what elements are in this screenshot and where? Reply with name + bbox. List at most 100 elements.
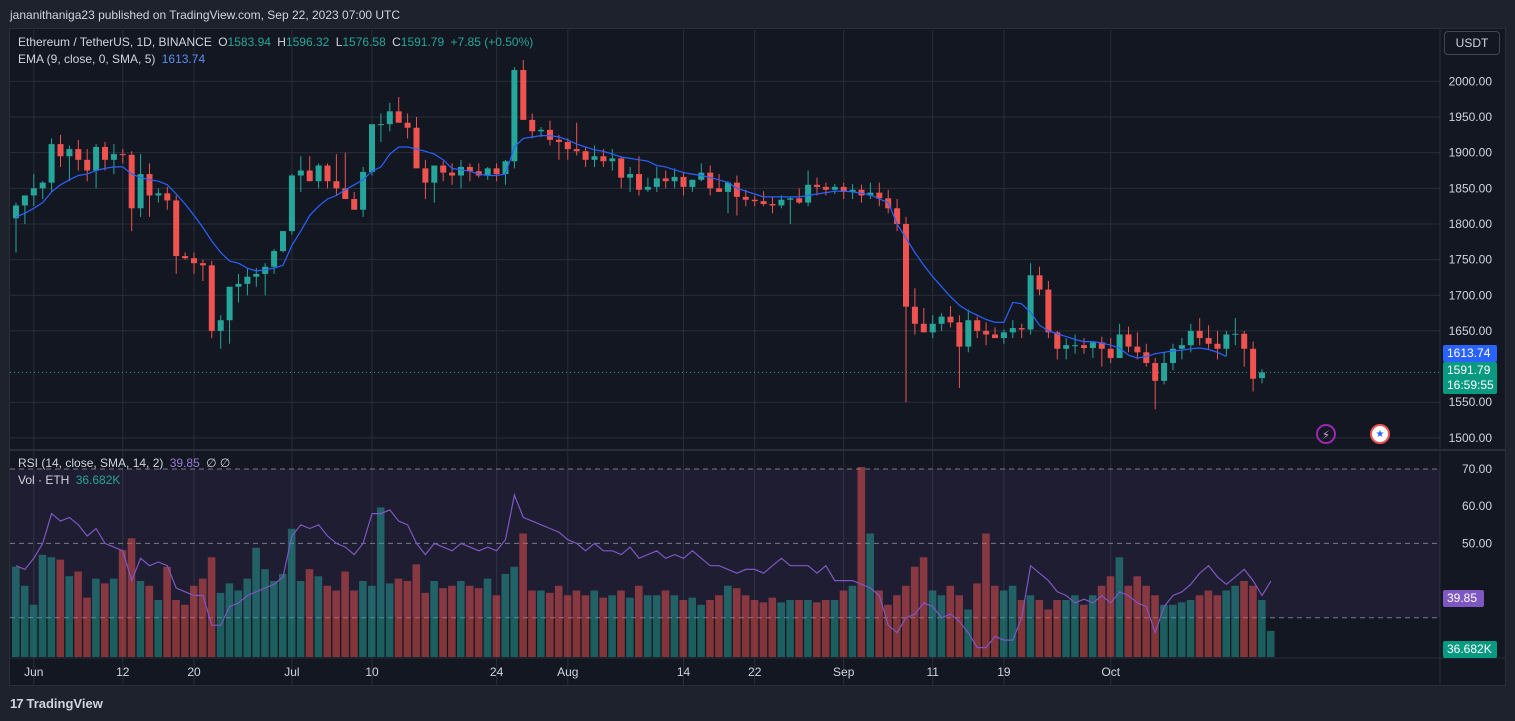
volume-bar xyxy=(652,595,661,657)
rsi-label[interactable]: RSI (14, close, SMA, 14, 2) xyxy=(18,456,164,470)
volume-bar xyxy=(759,602,768,657)
volume-bar xyxy=(287,528,296,657)
volume-bar xyxy=(546,592,554,657)
candle-body xyxy=(458,166,464,176)
candle-body xyxy=(778,199,785,206)
footer: 17 TradingView xyxy=(10,696,103,711)
vol-legend: Vol · ETH 36.682K xyxy=(18,473,123,487)
candle-body xyxy=(1009,328,1016,333)
candle-body xyxy=(742,196,749,200)
candle-body xyxy=(618,158,625,178)
close-value: 1591.79 xyxy=(400,35,445,49)
volume-bar xyxy=(252,547,260,657)
candle-body xyxy=(1063,345,1070,349)
candle-body xyxy=(822,186,829,190)
volume-bar xyxy=(635,585,643,657)
volume-bar xyxy=(501,573,510,657)
candle-body xyxy=(840,186,847,192)
flash-icon[interactable]: ⚡ xyxy=(1316,424,1336,444)
currency-button[interactable]: USDT xyxy=(1444,31,1500,55)
volume-bar xyxy=(955,595,963,657)
volume-bar xyxy=(403,581,412,657)
candle-body xyxy=(796,198,803,203)
volume-bar xyxy=(857,467,866,657)
candle-body xyxy=(119,154,126,156)
candle-body xyxy=(1205,338,1212,344)
x-tick-label: Jun xyxy=(24,665,43,679)
vol-label[interactable]: Vol · ETH xyxy=(18,473,70,487)
volume-bar xyxy=(127,538,136,657)
candle-body xyxy=(315,165,322,182)
candle-body xyxy=(1161,363,1168,381)
ema-price-tag: 1613.74 xyxy=(1443,345,1497,362)
candle-body xyxy=(262,266,269,274)
candle-body xyxy=(511,69,518,162)
candle-body xyxy=(21,195,28,206)
candle-body xyxy=(386,111,393,125)
candle-body xyxy=(1187,330,1194,346)
y-tick-label: 1750.00 xyxy=(1449,253,1493,267)
brand-name[interactable]: TradingView xyxy=(26,696,103,711)
low-label: L xyxy=(335,35,343,49)
tradingview-logo-icon[interactable]: 17 xyxy=(10,696,24,711)
volume-bar xyxy=(145,585,154,657)
candle-body xyxy=(1223,334,1230,349)
candle-body xyxy=(39,182,46,189)
candle-body xyxy=(547,129,553,140)
volume-bar xyxy=(154,600,162,657)
y-tick-label: 1550.00 xyxy=(1449,395,1493,409)
ema-label[interactable]: EMA (9, close, 0, SMA, 5) xyxy=(18,52,156,66)
volume-bar xyxy=(12,566,20,657)
volume-bar xyxy=(910,566,919,657)
x-tick-label: Aug xyxy=(557,665,578,679)
volume-bar xyxy=(1026,595,1035,657)
volume-bar xyxy=(483,578,492,657)
volume-bar xyxy=(296,581,305,657)
ema-legend: EMA (9, close, 0, SMA, 5) 1613.74 xyxy=(18,52,208,66)
volume-bar xyxy=(973,583,981,657)
candle-body xyxy=(377,124,384,126)
volume-bar xyxy=(1177,602,1186,657)
volume-bar xyxy=(572,590,581,657)
candle-body xyxy=(636,174,642,190)
volume-bar xyxy=(893,595,901,657)
volume-bar xyxy=(1106,576,1115,657)
volume-bar xyxy=(1035,600,1044,657)
volume-bar xyxy=(1195,595,1204,657)
candle-body xyxy=(431,165,438,183)
volume-bar xyxy=(697,604,705,657)
y-tick-label: 1850.00 xyxy=(1449,181,1493,195)
candle-body xyxy=(974,320,981,331)
candle-body xyxy=(297,170,304,176)
rsi-tick-label: 70.00 xyxy=(1462,462,1492,476)
volume-bar xyxy=(181,604,189,657)
candle-body xyxy=(769,204,776,206)
volume-bar xyxy=(243,578,251,657)
candle-body xyxy=(1098,342,1105,349)
volume-bar xyxy=(1231,585,1239,657)
volume-bar xyxy=(323,585,332,657)
main-legend: Ethereum / TetherUS, 1D, BINANCE O1583.9… xyxy=(18,35,536,49)
volume-bar xyxy=(394,578,403,657)
x-tick-label: 22 xyxy=(748,665,762,679)
symbol-label[interactable]: Ethereum / TetherUS, 1D, BINANCE xyxy=(18,35,212,49)
us-flag-icon[interactable]: ★ xyxy=(1370,424,1390,444)
candle-body xyxy=(733,182,740,197)
volume-bar xyxy=(795,600,803,657)
candle-body xyxy=(805,184,812,203)
candle-body xyxy=(956,322,963,347)
candle-body xyxy=(725,182,731,192)
candle-body xyxy=(253,273,260,277)
volume-bar xyxy=(492,595,501,657)
candle-body xyxy=(938,316,945,324)
candle-body xyxy=(484,168,491,176)
y-tick-label: 1950.00 xyxy=(1449,110,1493,124)
candle-body xyxy=(395,111,402,123)
candle-body xyxy=(680,176,687,187)
candle-body xyxy=(493,168,500,175)
candle-body xyxy=(858,189,865,196)
candle-body xyxy=(538,129,545,132)
volume-bar xyxy=(643,595,652,657)
high-value: 1596.32 xyxy=(285,35,330,49)
